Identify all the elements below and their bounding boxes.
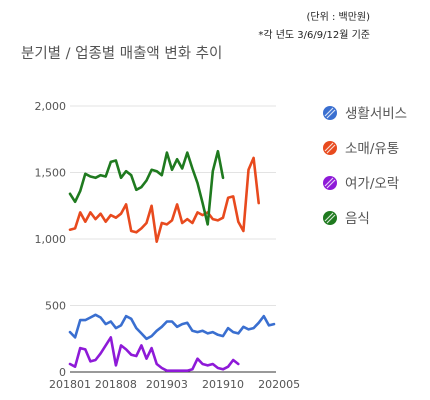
legend-item-3: 여가/오락	[323, 176, 399, 192]
series-line-4	[68, 149, 225, 226]
legend-label: 음식	[345, 211, 370, 227]
series-line-1	[68, 313, 276, 341]
basis-note: *각 년도 3/6/9/12월 기준	[258, 30, 370, 41]
y-axis: 0 500 1,000 1,500 2,000	[35, 100, 67, 379]
legend-item-1: 생활서비스	[323, 106, 407, 122]
legend-label: 소매/유통	[345, 141, 399, 157]
y-tick-label: 0	[59, 366, 66, 379]
series-line-3	[68, 336, 240, 373]
series-group	[68, 149, 276, 373]
x-tick-label: 201801	[49, 378, 91, 391]
y-tick-label: 500	[45, 300, 66, 313]
legend-label: 생활서비스	[345, 106, 407, 122]
x-tick-label: 201910	[202, 378, 244, 391]
legend-swatch-pattern	[324, 177, 336, 189]
x-axis: 201801 201808 201903 201910 202005	[49, 378, 300, 391]
legend-swatch	[323, 211, 337, 225]
x-tick-label: 201903	[146, 378, 188, 391]
legend-item-4: 음식	[323, 211, 370, 227]
legend-swatch-pattern	[324, 107, 336, 119]
y-tick-label: 1,000	[35, 233, 67, 246]
series-line-2	[68, 156, 261, 243]
legend-label: 여가/오락	[345, 176, 399, 192]
y-tick-label: 1,500	[35, 167, 67, 180]
x-tick-label: 201808	[95, 378, 137, 391]
gridlines	[70, 105, 276, 373]
legend-swatch	[323, 106, 337, 120]
chart-title: 분기별 / 업종별 매출액 변화 추이	[21, 46, 223, 62]
legend-swatch-pattern	[324, 212, 336, 224]
legend-swatch-pattern	[324, 142, 336, 154]
legend-swatch	[323, 176, 337, 190]
y-tick-label: 2,000	[35, 100, 67, 113]
legend-item-2: 소매/유통	[323, 141, 399, 157]
legend-swatch	[323, 141, 337, 155]
x-tick-label: 202005	[258, 378, 300, 391]
unit-note: (단위 : 백만원)	[306, 12, 370, 23]
